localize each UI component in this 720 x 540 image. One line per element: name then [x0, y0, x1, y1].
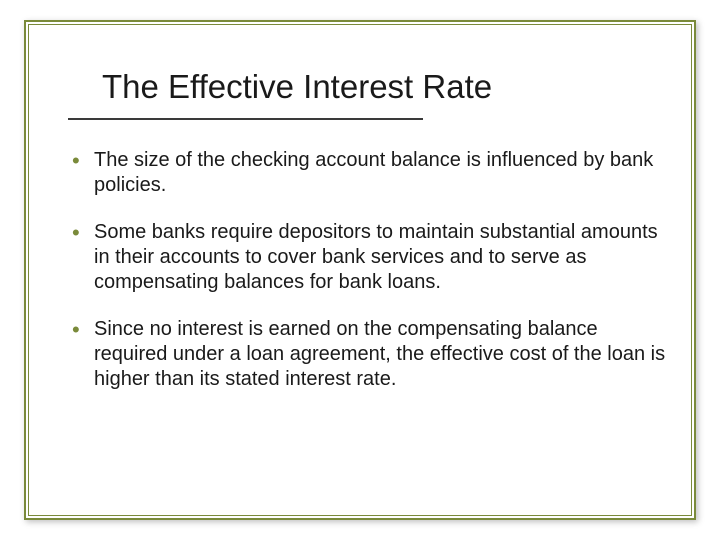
bullet-list: The size of the checking account balance… [50, 148, 670, 392]
bullet-item: Some banks require depositors to maintai… [72, 220, 670, 295]
title-underline [68, 118, 423, 120]
slide-content: The Effective Interest Rate The size of … [50, 40, 670, 500]
bullet-item: The size of the checking account balance… [72, 148, 670, 198]
slide-title: The Effective Interest Rate [102, 68, 670, 106]
slide-container: The Effective Interest Rate The size of … [0, 0, 720, 540]
bullet-item: Since no interest is earned on the compe… [72, 317, 670, 392]
